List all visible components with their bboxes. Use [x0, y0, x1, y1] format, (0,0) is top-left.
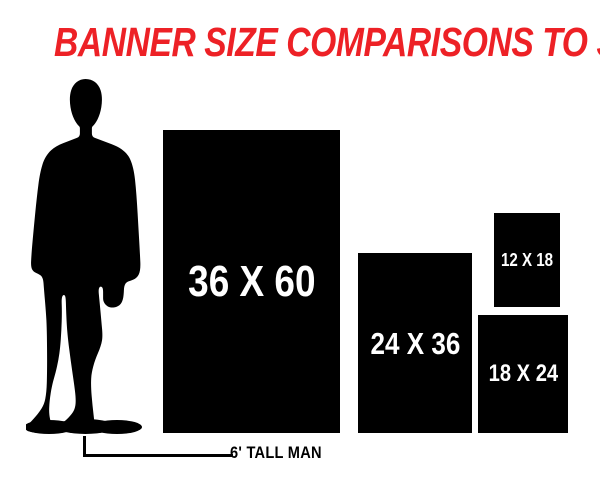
scale-bracket-vertical-tick	[83, 436, 86, 457]
man-silhouette	[26, 78, 146, 434]
banner-label-24x36: 24 X 36	[370, 325, 460, 361]
scale-reference-label: 6' TALL MAN	[230, 443, 322, 462]
banner-label-18x24: 18 X 24	[488, 360, 558, 387]
banner-box-24x36[interactable]: 24 X 36	[358, 253, 472, 433]
banner-box-36x60[interactable]: 36 X 60	[163, 130, 340, 433]
page-title: BANNER SIZE COMPARISONS TO SCALE	[54, 19, 600, 65]
scale-bracket	[83, 436, 233, 458]
scale-bracket-horizontal-rule	[83, 454, 233, 457]
banner-box-18x24[interactable]: 18 X 24	[478, 315, 568, 433]
banner-label-36x60: 36 X 60	[187, 256, 316, 306]
banner-label-12x18: 12 X 18	[500, 250, 554, 270]
banner-box-12x18[interactable]: 12 X 18	[494, 213, 560, 307]
